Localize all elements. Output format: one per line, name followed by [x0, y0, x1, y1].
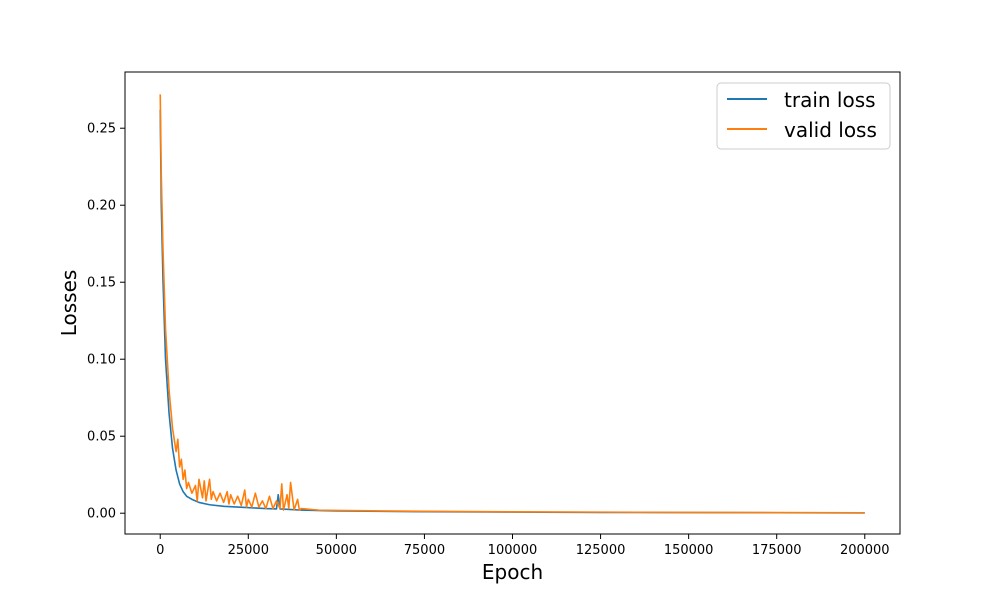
y-tick-label: 0.00 — [87, 507, 116, 522]
x-tick-label: 100000 — [488, 543, 538, 558]
y-tick-label: 0.20 — [87, 199, 116, 214]
y-tick-label: 0.15 — [87, 276, 116, 291]
x-tick-label: 175000 — [752, 543, 802, 558]
legend-label-train-loss: train loss — [784, 88, 876, 112]
y-axis-label: Losses — [57, 270, 81, 337]
y-tick-label: 0.05 — [87, 430, 116, 445]
x-tick-label: 200000 — [840, 543, 890, 558]
y-tick-label: 0.10 — [87, 353, 116, 368]
x-tick-label: 125000 — [576, 543, 626, 558]
x-tick-label: 25000 — [228, 543, 269, 558]
series-layer — [159, 94, 865, 514]
x-axis-label: Epoch — [482, 560, 543, 584]
x-tick-label: 75000 — [404, 543, 445, 558]
legend: train loss valid loss — [716, 82, 891, 150]
x-axis-ticks: 0 25000 50000 75000 100000 125000 150000 175000… — [156, 534, 890, 558]
legend-label-valid-loss: valid loss — [784, 118, 877, 142]
x-tick-label: 0 — [156, 543, 164, 558]
x-tick-label: 150000 — [664, 543, 714, 558]
x-tick-label: 50000 — [316, 543, 357, 558]
y-tick-label: 0.25 — [87, 122, 116, 137]
series-line-valid-loss — [159, 94, 865, 514]
y-axis-ticks: 0.00 0.05 0.10 0.15 0.20 0.25 — [87, 122, 125, 522]
